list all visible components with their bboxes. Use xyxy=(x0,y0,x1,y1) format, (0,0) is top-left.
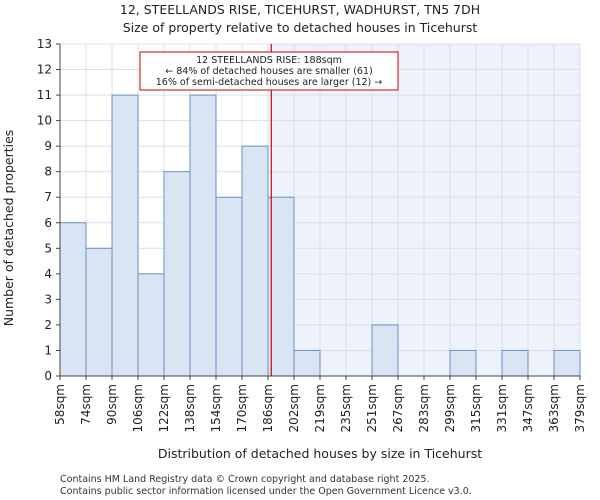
bar xyxy=(163,171,191,377)
bar xyxy=(85,247,113,377)
x-tick-label: 251sqm xyxy=(365,384,379,432)
x-tick-label: 219sqm xyxy=(313,384,327,432)
x-tick-label: 202sqm xyxy=(287,384,301,432)
annotation-title: 12 STEELLANDS RISE: 188sqm xyxy=(196,55,342,66)
bar xyxy=(241,145,269,377)
x-tick-label: 315sqm xyxy=(469,384,483,432)
bar xyxy=(111,94,139,377)
x-tick-label: 331sqm xyxy=(495,384,509,432)
y-tick-label: 8 xyxy=(44,165,52,179)
y-tick-label: 1 xyxy=(44,343,52,357)
bar xyxy=(449,349,477,377)
chart-subtitle: Size of property relative to detached ho… xyxy=(123,20,478,35)
bar xyxy=(371,324,399,377)
bar xyxy=(189,94,217,377)
y-tick-label: 7 xyxy=(44,190,52,204)
annotation-larger: 16% of semi-detached houses are larger (… xyxy=(156,77,383,88)
footer-line-2: Contains public sector information licen… xyxy=(60,486,472,497)
y-tick-label: 2 xyxy=(44,318,52,332)
bar xyxy=(137,273,165,377)
bar xyxy=(59,222,87,377)
x-tick-label: 154sqm xyxy=(209,384,223,432)
x-axis-label: Distribution of detached houses by size … xyxy=(158,446,482,461)
chart-title: 12, STEELLANDS RISE, TICEHURST, WADHURST… xyxy=(120,2,480,17)
x-tick-label: 106sqm xyxy=(131,384,145,432)
y-tick-label: 5 xyxy=(44,241,52,255)
x-tick-label: 363sqm xyxy=(547,384,561,432)
y-tick-label: 12 xyxy=(37,63,52,77)
bar xyxy=(293,349,321,377)
x-tick-label: 379sqm xyxy=(573,384,587,432)
x-tick-label: 186sqm xyxy=(261,384,275,432)
x-tick-label: 235sqm xyxy=(339,384,353,432)
x-tick-label: 74sqm xyxy=(79,384,93,425)
y-tick-label: 13 xyxy=(37,37,52,51)
x-tick-label: 170sqm xyxy=(235,384,249,432)
footer-line-1: Contains HM Land Registry data © Crown c… xyxy=(60,474,430,485)
y-tick-label: 6 xyxy=(44,216,52,230)
x-tick-label: 283sqm xyxy=(417,384,431,432)
larger-region-shade xyxy=(271,44,580,376)
y-tick-label: 11 xyxy=(37,88,52,102)
bar xyxy=(267,196,295,377)
annotation-smaller: ← 84% of detached houses are smaller (61… xyxy=(165,66,372,77)
bar xyxy=(501,349,529,377)
bar xyxy=(553,349,581,377)
annotation-box xyxy=(139,51,399,91)
y-tick-label: 10 xyxy=(37,114,52,128)
y-tick-label: 0 xyxy=(44,369,52,383)
x-tick-label: 138sqm xyxy=(183,384,197,432)
y-tick-label: 4 xyxy=(44,267,52,281)
x-tick-label: 267sqm xyxy=(391,384,405,432)
x-tick-label: 58sqm xyxy=(53,384,67,425)
y-tick-label: 3 xyxy=(44,292,52,306)
bar xyxy=(215,196,243,377)
x-tick-label: 347sqm xyxy=(521,384,535,432)
x-tick-label: 122sqm xyxy=(157,384,171,432)
y-tick-label: 9 xyxy=(44,139,52,153)
x-tick-label: 90sqm xyxy=(105,384,119,425)
y-axis-label: Number of detached properties xyxy=(1,130,16,327)
x-tick-label: 299sqm xyxy=(443,384,457,432)
